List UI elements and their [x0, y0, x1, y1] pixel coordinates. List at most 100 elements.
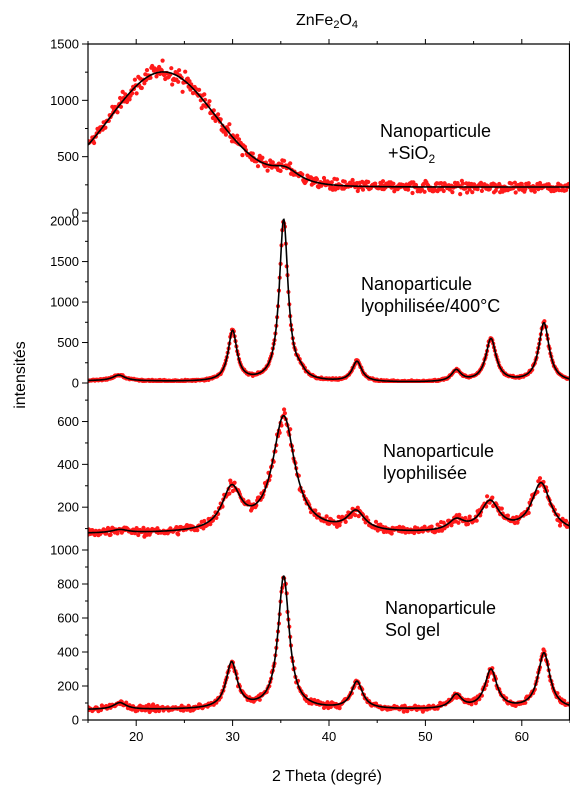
data-point — [373, 519, 379, 524]
data-point — [465, 521, 471, 527]
data-point — [207, 99, 212, 104]
data-point — [112, 104, 117, 110]
measured-points — [88, 58, 570, 197]
data-point — [115, 110, 120, 115]
y-tick-label: 1000 — [50, 295, 79, 310]
panel-3: 200 400 600 Nanoparticule lyophilisée — [57, 383, 570, 551]
panel-2: 0 500 1000 1500 2000 Nanoparticule lyophilisée… — [50, 213, 570, 391]
data-point — [406, 187, 411, 192]
data-point — [526, 181, 531, 186]
data-point — [337, 706, 342, 711]
y-tick-label: 1500 — [50, 254, 79, 269]
panel-annotation: Nanoparticule lyophilisée — [383, 441, 494, 483]
data-point — [127, 97, 132, 102]
data-point — [342, 179, 347, 184]
data-point — [373, 181, 378, 186]
y-tick-label: 2000 — [50, 214, 79, 229]
data-point — [360, 187, 366, 192]
data-point — [208, 522, 213, 527]
y-tick-label: 0 — [72, 206, 79, 221]
data-point — [465, 190, 470, 195]
panel-1: 0 500 1000 1500 Nanoparticule +SiO2 — [50, 37, 570, 221]
data-point — [563, 188, 569, 193]
panel-annotation: Nanoparticule lyophilisée/400°C — [361, 274, 500, 316]
data-point — [450, 190, 455, 195]
data-point — [513, 190, 518, 195]
y-tick-label: 1500 — [50, 37, 79, 52]
data-point — [478, 180, 484, 185]
data-point — [183, 69, 188, 74]
data-point — [169, 66, 174, 71]
data-point — [467, 187, 472, 192]
data-point — [479, 188, 484, 193]
data-point — [134, 91, 139, 96]
data-point — [257, 697, 262, 702]
data-point — [392, 189, 397, 194]
data-point — [288, 161, 293, 166]
y-tick-label: 800 — [57, 577, 79, 592]
data-point — [343, 519, 348, 525]
y-axis-panel-1: 0 500 1000 1500 — [50, 37, 570, 221]
chart-title: ZnFe2O4 — [296, 12, 358, 31]
data-point — [146, 702, 151, 707]
data-point — [353, 513, 358, 518]
y-axis-title: intensités — [12, 341, 29, 409]
data-point — [278, 168, 283, 173]
data-point — [195, 528, 200, 533]
y-tick-label: 0 — [72, 713, 79, 728]
data-point — [123, 92, 128, 97]
panel-4: 0 200 400 600 800 1000 Nanoparticule Sol gel — [50, 543, 570, 728]
data-point — [255, 164, 261, 169]
title-part: O — [339, 12, 351, 29]
x-tick-label: 30 — [225, 729, 239, 744]
data-point — [216, 112, 221, 117]
data-point — [380, 179, 386, 184]
data-point — [187, 79, 192, 84]
data-point — [328, 704, 333, 710]
data-point — [148, 75, 153, 80]
data-point — [499, 506, 504, 511]
data-point — [180, 89, 185, 94]
data-point — [563, 518, 569, 524]
title-part: 4 — [352, 19, 358, 31]
data-point — [337, 523, 342, 528]
data-point — [475, 187, 480, 192]
data-point — [282, 158, 287, 163]
data-point — [422, 189, 427, 194]
data-point — [227, 122, 232, 127]
data-point — [348, 514, 353, 519]
y-tick-label: 500 — [57, 149, 79, 164]
x-tick-label: 40 — [322, 729, 336, 744]
data-point — [355, 188, 360, 194]
data-point — [108, 532, 113, 537]
data-point — [519, 181, 524, 187]
fit-line — [88, 218, 570, 383]
data-point — [282, 411, 287, 416]
data-point — [170, 82, 175, 87]
data-point — [537, 476, 543, 481]
data-point — [235, 133, 240, 138]
data-point — [366, 179, 371, 185]
data-point — [324, 514, 329, 519]
panel-annotation: Nanoparticule Sol gel — [385, 598, 496, 640]
data-point — [467, 514, 472, 519]
data-point — [449, 523, 454, 528]
data-point — [260, 155, 265, 160]
y-tick-label: 1000 — [50, 93, 79, 108]
data-point — [355, 505, 360, 510]
data-point — [202, 92, 207, 97]
title-part: ZnFe — [296, 12, 333, 29]
data-point — [242, 144, 248, 149]
data-point — [429, 524, 434, 529]
data-point — [313, 508, 318, 513]
data-point — [350, 177, 355, 183]
data-point — [329, 180, 334, 185]
data-point — [314, 177, 320, 182]
data-point — [176, 532, 181, 537]
data-point — [132, 77, 137, 82]
data-point — [379, 182, 384, 187]
data-point — [356, 514, 361, 519]
fit-line — [88, 414, 570, 534]
data-point — [250, 151, 255, 156]
data-point — [92, 140, 97, 146]
